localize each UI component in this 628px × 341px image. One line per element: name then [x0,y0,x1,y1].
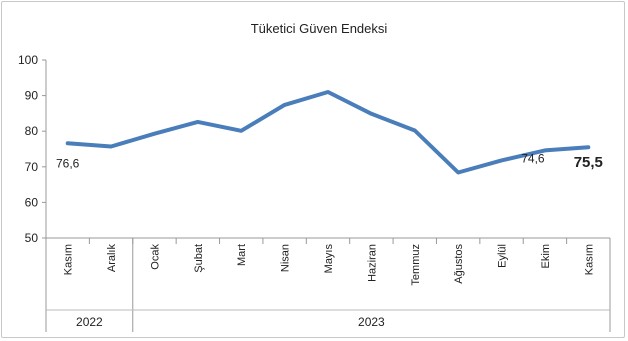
x-category-label: Temmuz [410,244,422,286]
y-tick-label: 60 [25,195,39,209]
series-line [65,90,591,175]
x-category-label: Nisan [280,244,292,272]
x-category-label: Ekim [540,244,552,268]
x-category-label: Mayıs [323,244,335,274]
chart-title: Tüketici Güven Endeksi [251,21,388,36]
x-category-label: Eylül [497,244,509,268]
x-category-label: Kasım [63,244,75,275]
x-category-label: Haziran [366,244,378,282]
marks: 76,6 74,6 75,5 [56,90,603,175]
y-tick-label: 50 [25,231,39,245]
y-tick-label: 90 [25,89,39,103]
data-label: 74,6 [521,151,545,165]
y-tick-label: 70 [25,160,39,174]
data-label: 76,6 [56,156,80,170]
y-tick-label: 100 [18,53,38,67]
x-category-label: Ağustos [453,244,465,284]
group-label: 2023 [358,315,385,329]
group-label: 2022 [76,315,103,329]
x-category-label: Şubat [193,244,205,273]
x-category-label: Aralık [106,244,118,273]
x-category-label: Ocak [149,244,161,270]
y-tick-label: 80 [25,124,39,138]
x-category-label: Mart [236,244,248,266]
x-category-label: Kasım [583,244,595,275]
data-label: 75,5 [574,154,603,171]
axes: 50 60 70 80 90 100 Kasım Aralık Ocak Şubat Mart Nis… [18,53,611,332]
